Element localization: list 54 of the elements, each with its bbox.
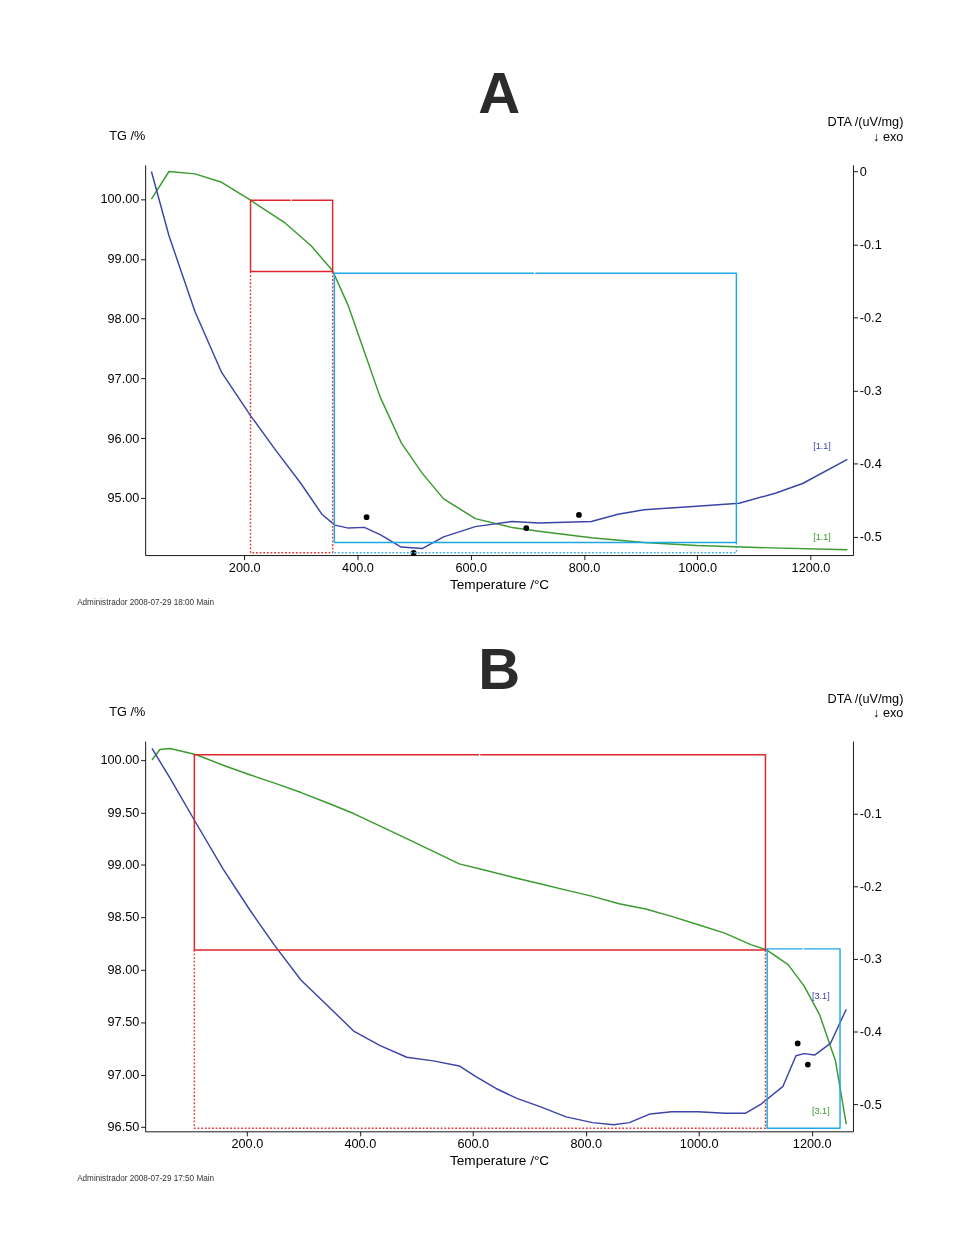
text: Administrador 2008-07-29 17:50 Main xyxy=(77,1174,215,1184)
y-tick-label: 100.00 xyxy=(100,192,140,207)
y-tick-label: 97.00 xyxy=(107,371,140,386)
x-axis-title: Temperature /°C xyxy=(449,1153,550,1169)
y2-tick-label: -0.1 xyxy=(859,237,882,252)
y2-axis-title: DTA /(uV/mg) ↓ exo xyxy=(827,691,904,721)
text: Administrador 2008-07-29 18:00 Main xyxy=(77,598,215,608)
x-tick-label: 1200.0 xyxy=(792,1137,832,1152)
x-tick-label: 200.0 xyxy=(231,1137,264,1152)
y-tick-label: 98.00 xyxy=(107,962,140,977)
y2-tick-label: -0.4 xyxy=(859,1024,882,1039)
chart-title: A xyxy=(478,60,521,126)
y-tick-label: 96.00 xyxy=(107,431,140,446)
y2-tick-label: -0.1 xyxy=(859,806,882,821)
point xyxy=(523,525,530,531)
x-axis-title: Temperature /°C xyxy=(449,577,550,593)
y2-tick-label: 0 xyxy=(859,164,867,179)
y2-tick-label: -0.3 xyxy=(859,383,882,398)
annotation: [1.1] xyxy=(813,531,831,542)
x-tick-label: 400.0 xyxy=(342,560,374,575)
y-tick-label: 97.00 xyxy=(107,1067,140,1082)
y-tick-label: 98.00 xyxy=(107,311,140,326)
y-tick-label: 97.50 xyxy=(107,1015,140,1030)
annotation: [3.1] xyxy=(812,1106,830,1117)
y-tick-label: 99.00 xyxy=(107,858,140,873)
y2-tick-label: -0.5 xyxy=(859,529,882,544)
y2-tick-label: -0.5 xyxy=(859,1097,882,1112)
annotation: [1.1] xyxy=(813,441,831,452)
y2-axis-title: DTA /(uV/mg) ↓ exo xyxy=(827,115,904,144)
x-tick-label: 800.0 xyxy=(568,560,601,575)
y-tick-label: 95.00 xyxy=(107,491,140,506)
annotation: [3.1] xyxy=(812,991,830,1002)
y-axis-title: TG /% xyxy=(109,705,146,720)
point xyxy=(363,514,370,520)
point xyxy=(576,512,582,518)
y-tick-label: 96.50 xyxy=(107,1120,140,1135)
y2-tick-label: -0.2 xyxy=(859,310,882,325)
y-tick-label: 98.50 xyxy=(107,910,140,925)
y-tick-label: 99.50 xyxy=(107,805,140,820)
x-tick-label: 600.0 xyxy=(457,1137,490,1152)
x-tick-label: 1000.0 xyxy=(678,560,718,575)
y-axis-title: TG /% xyxy=(109,128,146,143)
x-tick-label: 1200.0 xyxy=(791,560,831,575)
x-tick-label: 400.0 xyxy=(344,1137,377,1152)
y2-tick-label: -0.3 xyxy=(859,952,882,967)
x-tick-label: 200.0 xyxy=(228,560,261,575)
x-tick-label: 1000.0 xyxy=(679,1137,719,1152)
y2-tick-label: -0.4 xyxy=(859,456,882,471)
y2-tick-label: -0.2 xyxy=(859,879,882,894)
y-tick-label: 100.00 xyxy=(100,753,140,768)
x-tick-label: 600.0 xyxy=(455,560,488,575)
chart-title: B xyxy=(478,636,521,702)
x-tick-label: 800.0 xyxy=(570,1137,603,1152)
y-tick-label: 99.00 xyxy=(107,251,140,266)
